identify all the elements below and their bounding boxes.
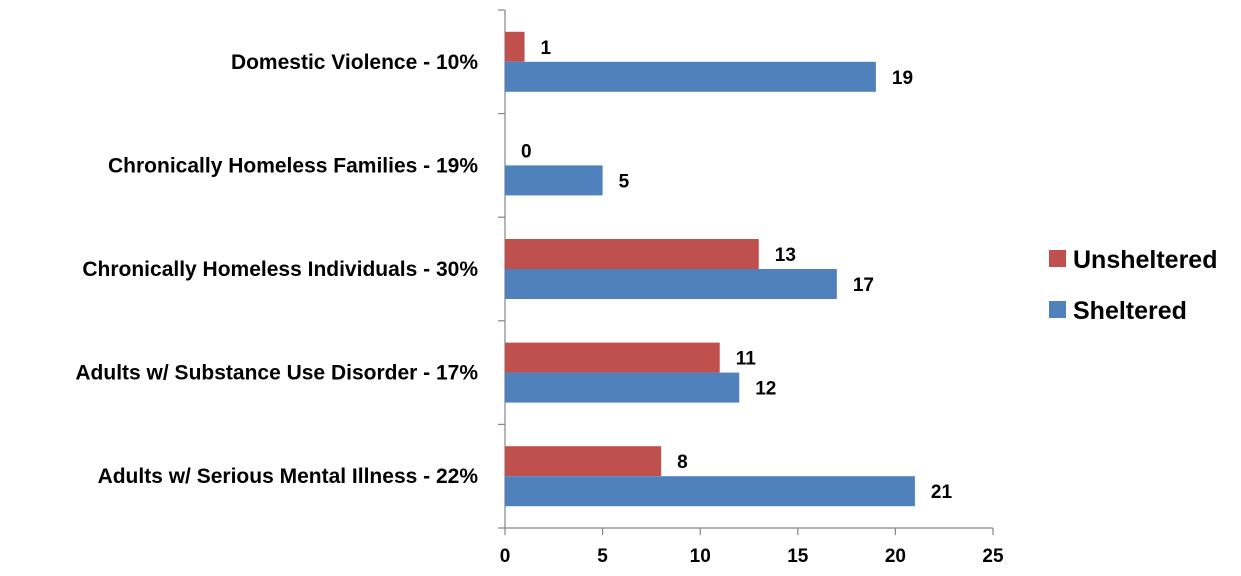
bar-unsheltered	[505, 342, 720, 373]
x-tick-labels: 0 5 10 15 20 25	[500, 546, 1004, 567]
bars	[505, 31, 915, 507]
legend-swatch-unsheltered	[1049, 250, 1066, 267]
legend: Unsheltered Sheltered	[1049, 246, 1217, 325]
category-label: Adults w/ Substance Use Disorder - 17%	[75, 362, 478, 385]
x-tick-label: 25	[982, 546, 1004, 567]
data-label: 12	[755, 379, 776, 400]
data-label: 8	[677, 452, 688, 473]
bar-sheltered	[505, 372, 740, 403]
legend-label: Unsheltered	[1073, 246, 1217, 274]
data-label: 5	[619, 171, 630, 192]
legend-label: Sheltered	[1073, 297, 1187, 325]
category-label: Domestic Violence - 10%	[231, 51, 478, 74]
category-labels: Domestic Violence - 10% Chronically Homel…	[75, 51, 478, 488]
data-label: 17	[853, 275, 874, 296]
bar-sheltered	[505, 476, 915, 507]
x-tick-label: 15	[787, 546, 809, 567]
data-label: 1	[541, 38, 552, 59]
value-labels: 1 19 0 5 13 17 11 12 8 21	[521, 38, 952, 503]
bar-unsheltered	[505, 31, 525, 62]
data-label: 0	[521, 141, 532, 162]
bar-unsheltered	[505, 239, 759, 269]
x-tick-label: 5	[597, 546, 608, 567]
x-tick-label: 20	[885, 546, 906, 567]
data-label: 19	[892, 68, 913, 89]
legend-swatch-sheltered	[1049, 301, 1066, 318]
x-tick-label: 0	[500, 546, 511, 567]
category-label: Chronically Homeless Individuals - 30%	[82, 258, 478, 281]
category-label: Adults w/ Serious Mental Illness - 22%	[98, 465, 479, 488]
x-tick-label: 10	[690, 546, 711, 567]
data-label: 11	[736, 349, 757, 370]
bar-sheltered	[505, 269, 837, 299]
category-label: Chronically Homeless Families - 19%	[108, 154, 478, 177]
data-label: 13	[775, 245, 796, 266]
data-label: 21	[931, 482, 953, 503]
bar-sheltered	[505, 61, 876, 92]
bar-unsheltered	[505, 446, 662, 477]
bar-sheltered	[505, 165, 603, 196]
